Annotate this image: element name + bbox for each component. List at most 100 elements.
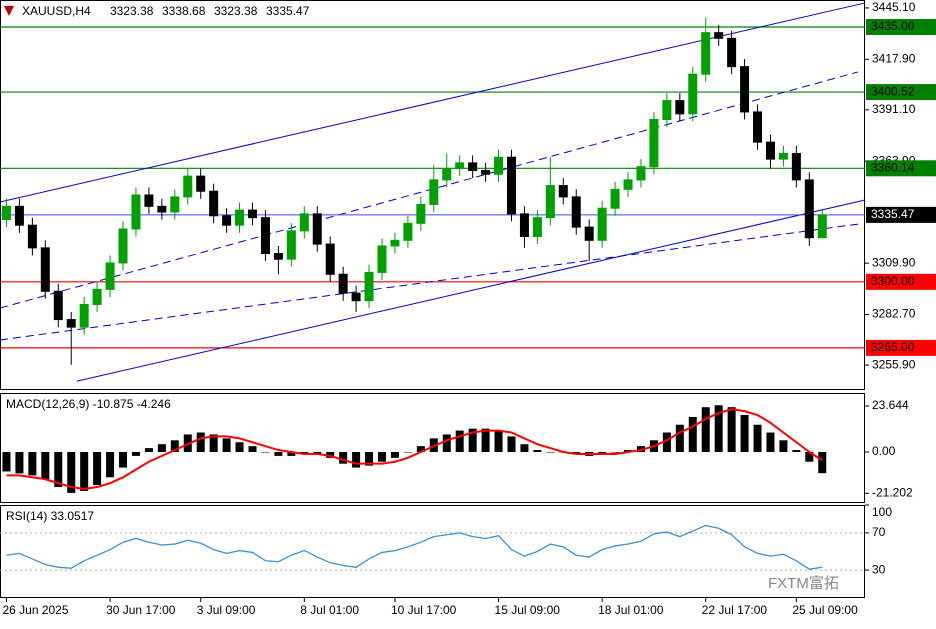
candle-body [27,224,37,249]
y-tick-label: 0.00 [872,444,896,458]
candle-body [727,37,737,68]
macd-bar [222,438,231,452]
macd-bar [805,451,814,462]
macd-bar [455,430,464,452]
x-tick-label: 15 Jul 09:00 [495,603,561,617]
macd-bar [41,451,50,480]
candle-body [183,175,193,198]
rsi-title: RSI(14) 33.0517 [6,509,94,523]
candle-body [468,162,478,171]
macd-bar [520,444,529,452]
candle-body [597,207,607,241]
candle-body [778,152,788,160]
candle-body [170,196,180,213]
candle-body [105,262,115,290]
candle-body [791,152,801,181]
candle-body [416,203,426,224]
macd-bar [494,430,503,452]
candle-body [390,239,400,247]
candle-body [157,205,167,213]
macd-bar [339,451,348,464]
candle-body [222,215,232,226]
candle-body [429,179,439,205]
macd-bar [54,451,63,488]
macd-bar [468,428,477,452]
candle-body [118,228,128,264]
macd-bar [131,451,140,456]
macd-bar [119,451,128,468]
macd-bar [546,451,555,453]
y-tick-label: 3309.90 [872,255,916,269]
signal-line [6,408,823,490]
candle-body [545,185,555,219]
level-label: 3360.14 [871,160,915,174]
candle-body [804,179,814,239]
macd-bar [416,446,425,452]
candle-body [273,253,283,260]
symbol-icon [4,6,14,16]
macd-bar [701,407,710,452]
candle-body [260,217,270,255]
level-label-box [866,339,936,356]
candle-body [610,188,620,209]
y-tick-label: 3255.90 [872,357,916,371]
x-tick-label: 18 Jul 01:00 [598,603,664,617]
macd-bar [662,432,671,452]
rsi-line [6,524,823,570]
price-label-box [866,206,936,223]
candle-body [338,273,348,294]
candle-body [248,209,258,219]
macd-bar [792,450,801,452]
macd-bar [611,451,620,453]
watermark: FXTM富拓 [768,574,839,592]
y-tick-label: 30 [872,562,886,576]
y-tick-label: 23.644 [872,398,909,412]
ohlc-open: 3323.38 [110,4,154,18]
candle-body [196,175,206,192]
macd-bar [196,432,205,452]
x-tick-label: 3 Jul 09:00 [197,603,256,617]
x-tick-label: 22 Jul 17:00 [702,603,768,617]
x-tick-label: 26 Jun 2025 [2,603,68,617]
x-tick-label: 10 Jul 17:00 [391,603,457,617]
candle-body [1,205,11,221]
symbol: XAUUSD,H4 [22,4,91,18]
level-label-box [866,273,936,290]
candle-body [481,169,491,175]
macd-bar [106,451,115,478]
macd-bar [753,424,762,452]
candle-body [131,194,141,230]
macd-bar [67,451,76,493]
x-tick-label: 30 Jun 17:00 [106,603,176,617]
level-label-box [866,18,936,35]
macd-bar [287,451,296,456]
macd-bar [714,405,723,452]
candle-body [701,32,711,75]
candle-body [714,32,724,39]
y-tick-label: 3445.10 [872,0,916,14]
price-label: 3335.47 [871,207,915,221]
candle-body [351,292,361,302]
macd-bar [15,451,24,474]
ohlc-close: 3335.47 [266,4,310,18]
candle-body [40,247,50,292]
macd-bar [28,451,37,476]
macd-bar [779,440,788,452]
candle-body [649,118,659,168]
macd-bar [235,442,244,452]
macd-bar [766,432,775,452]
candle-body [66,319,76,328]
candle-body [688,73,698,115]
level-label: 3265.00 [871,340,915,354]
level-label-box [866,84,936,101]
macd-bar [80,451,89,491]
candle-body [740,66,750,113]
price-panel [0,0,865,390]
macd-bar [144,448,153,452]
macd-bar [157,444,166,452]
macd-bar [2,451,11,472]
candle-body [325,243,335,275]
trendline [0,71,859,309]
candle-body [364,271,374,302]
candle-body [455,162,465,170]
